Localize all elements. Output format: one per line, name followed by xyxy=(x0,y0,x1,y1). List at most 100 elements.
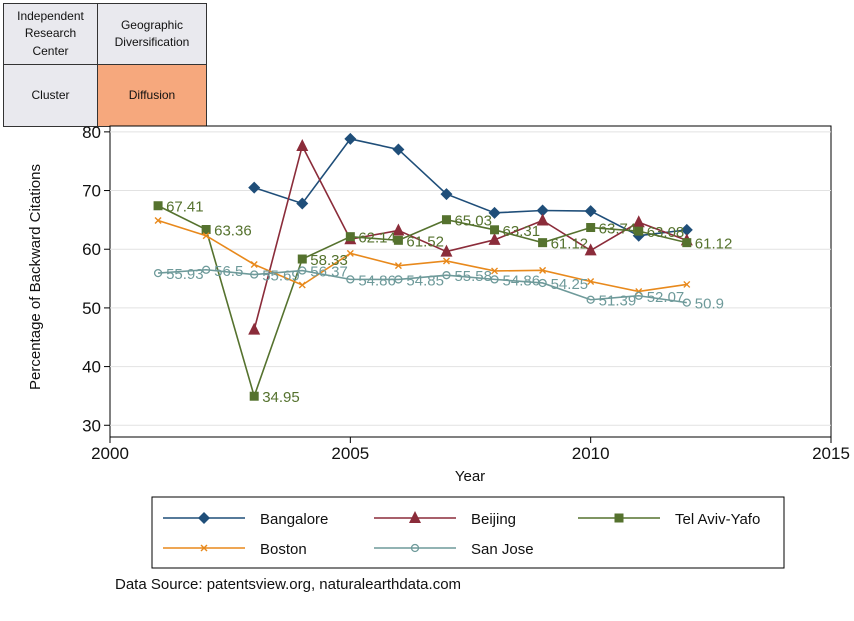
legend-label: San Jose xyxy=(471,541,534,558)
data-point xyxy=(440,244,453,257)
data-point xyxy=(202,232,210,240)
series-markers xyxy=(153,132,693,401)
data-point xyxy=(392,143,405,156)
data-label: 65.03 xyxy=(454,213,492,230)
data-point xyxy=(632,215,645,228)
data-point-stroke xyxy=(154,216,162,224)
data-label: 50.9 xyxy=(695,296,724,313)
legend-label: Tel Aviv-Yafo xyxy=(675,511,760,528)
data-point-stroke xyxy=(539,266,547,274)
data-label: 63.74 xyxy=(599,221,637,238)
data-point-stroke xyxy=(683,280,691,288)
data-point xyxy=(345,232,355,242)
data-point xyxy=(298,266,307,275)
data-point xyxy=(198,512,210,524)
data-point xyxy=(409,511,421,523)
data-point xyxy=(296,197,309,210)
data-point xyxy=(586,223,596,233)
quadrant-geographic-diversification: Geographic Diversification xyxy=(97,3,207,65)
data-label: 56.5 xyxy=(214,263,243,280)
data-point xyxy=(682,238,692,248)
data-point xyxy=(614,513,624,523)
data-point xyxy=(536,204,549,217)
data-point xyxy=(488,232,501,245)
data-point-stroke xyxy=(200,544,208,552)
data-point xyxy=(441,215,451,225)
series-line xyxy=(253,138,687,237)
data-labels: 67.41 63.36 34.95 58.33 62.14 61.52 65.03 63.31… xyxy=(166,199,732,406)
data-label: 61.12 xyxy=(551,236,589,253)
data-point xyxy=(536,213,549,226)
data-point xyxy=(153,201,163,211)
data-point-stroke xyxy=(346,249,354,257)
data-point xyxy=(584,205,597,218)
data-point xyxy=(153,268,163,278)
data-label: 62.14 xyxy=(358,230,396,247)
data-point xyxy=(683,280,691,288)
tick-label-x: 2010 xyxy=(572,444,610,463)
data-point xyxy=(490,275,499,284)
data-point xyxy=(634,226,644,236)
source-note: Data Source: patentsview.org, naturalear… xyxy=(115,576,462,593)
legend: Bangalore Beijing Tel Aviv-Yafo Boston San J… xyxy=(163,511,760,558)
data-point-stroke xyxy=(394,262,402,270)
data-point xyxy=(249,391,259,401)
legend-item: Tel Aviv-Yafo xyxy=(578,511,760,528)
data-point xyxy=(296,138,309,151)
legend-box xyxy=(151,496,785,569)
data-label: 34.95 xyxy=(262,389,300,406)
data-point xyxy=(346,249,354,257)
data-point xyxy=(250,270,259,279)
tick-label-y: 80 xyxy=(82,123,101,142)
series-line xyxy=(158,268,687,304)
legend-label: Bangalore xyxy=(260,511,328,528)
data-point xyxy=(248,322,261,335)
data-point-stroke xyxy=(202,232,210,240)
quadrant-label: Geographic Diversification xyxy=(114,17,190,49)
quadrant-label: Cluster xyxy=(31,87,70,102)
data-point xyxy=(488,206,501,219)
data-point xyxy=(682,298,691,307)
data-label: 54.86 xyxy=(503,272,541,289)
x-axis-label: Year xyxy=(455,468,485,485)
quadrant-label: Diffusion xyxy=(128,87,176,102)
data-label: 51.39 xyxy=(599,293,637,310)
data-point xyxy=(297,254,307,264)
y-axis-label: Percentage of Backward Citations xyxy=(27,164,44,390)
data-label: 55.93 xyxy=(166,266,204,283)
data-label: 61.12 xyxy=(695,236,733,253)
quadrant-independent-research-center: Independent Research Center xyxy=(3,3,98,65)
quadrant-label: Independent Research Center xyxy=(17,8,84,58)
data-point xyxy=(538,238,548,248)
data-point-stroke xyxy=(250,260,258,268)
data-point-stroke xyxy=(442,257,450,265)
data-label: 58.33 xyxy=(310,252,348,269)
data-point xyxy=(410,543,420,553)
tick-label-y: 60 xyxy=(82,240,101,259)
legend-item: Boston xyxy=(163,541,307,558)
quadrant-diffusion: Diffusion xyxy=(97,64,207,127)
data-label: 55.69 xyxy=(262,268,300,285)
data-point xyxy=(587,278,595,285)
data-label: 52.07 xyxy=(647,289,685,306)
data-point xyxy=(201,265,211,274)
data-point xyxy=(200,544,208,552)
data-point xyxy=(680,223,693,236)
tick-label-y: 30 xyxy=(82,416,101,435)
data-point xyxy=(201,225,211,235)
data-point xyxy=(491,267,499,275)
legend-label: Boston xyxy=(260,541,307,558)
legend-label: Beijing xyxy=(471,511,516,528)
data-point xyxy=(634,291,643,300)
data-label: 61.52 xyxy=(406,233,444,250)
data-label: 63.31 xyxy=(503,223,541,240)
data-point-stroke xyxy=(298,281,306,289)
series-lines xyxy=(157,138,688,399)
data-point xyxy=(394,262,402,270)
series-line xyxy=(157,205,687,399)
data-point xyxy=(539,266,547,274)
axis-ticks: 30 40 50 60 70 80 2000 2005 2010 2015 xyxy=(82,123,850,463)
data-point xyxy=(440,188,453,201)
legend-item: Bangalore xyxy=(163,511,328,528)
